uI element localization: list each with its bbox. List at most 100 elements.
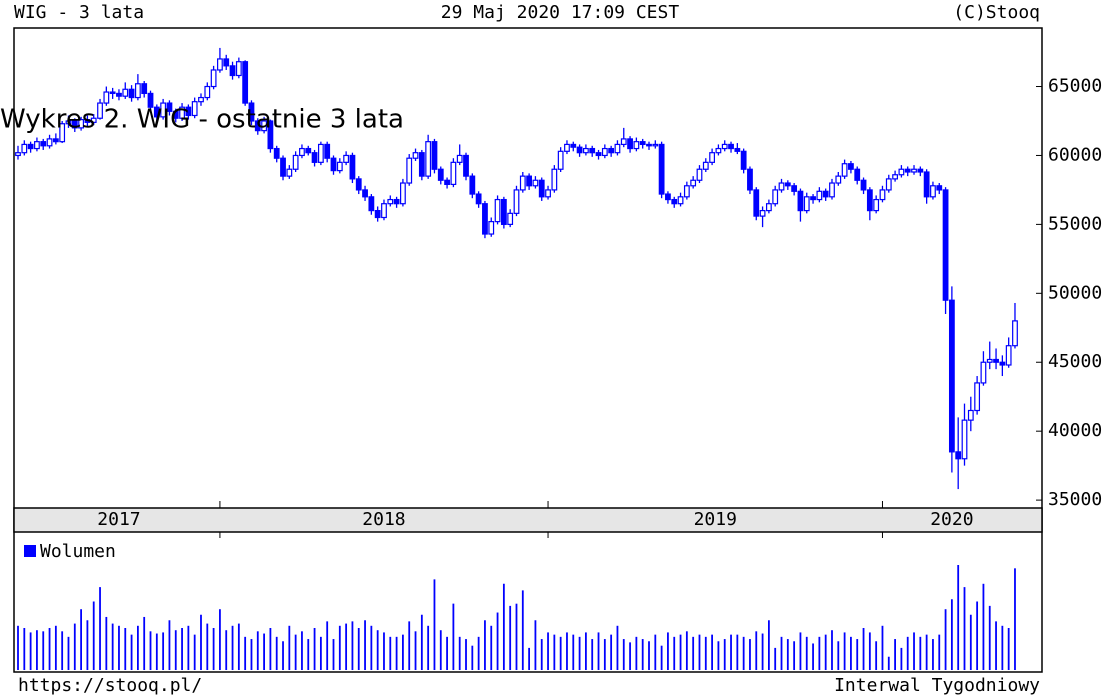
- candle-body: [223, 58, 230, 67]
- candle-body: [387, 198, 394, 205]
- candle-body: [381, 203, 387, 219]
- candle-body: [677, 196, 684, 205]
- chart-title: WIG - 3 lata: [14, 2, 144, 23]
- candle-body: [601, 147, 608, 157]
- candle-body: [513, 189, 520, 214]
- candle-body: [709, 152, 715, 163]
- candle-body: [254, 120, 261, 132]
- candle-body: [551, 168, 558, 191]
- candle-body: [179, 106, 185, 119]
- candle-body: [665, 193, 671, 201]
- candle-body: [564, 143, 570, 152]
- candle-body: [791, 185, 798, 192]
- candle-body: [412, 152, 419, 159]
- candle-body: [507, 212, 514, 225]
- candle-body: [538, 179, 545, 198]
- candle-body: [343, 154, 350, 163]
- candle-body: [141, 83, 148, 95]
- candle-body: [229, 65, 236, 77]
- candle-body: [217, 58, 223, 71]
- candle-body: [526, 175, 533, 187]
- candle-body: [765, 203, 772, 212]
- candle-body: [627, 138, 633, 150]
- candle-body: [936, 185, 943, 191]
- candle-body: [570, 143, 577, 148]
- candle-body: [374, 209, 381, 219]
- y-tick-label: 35000: [1048, 489, 1102, 510]
- candle-body: [242, 61, 249, 104]
- candle-body: [974, 382, 981, 412]
- candle-body: [185, 106, 192, 117]
- candle-body: [311, 152, 318, 163]
- candle-body: [267, 120, 274, 150]
- candle-body: [835, 175, 842, 184]
- candle-body: [917, 168, 924, 173]
- candle-body: [797, 190, 804, 212]
- candle-body: [589, 147, 596, 154]
- candle-body: [488, 221, 495, 235]
- candle-body: [639, 141, 646, 146]
- candle-body: [336, 161, 343, 172]
- candle-body: [532, 179, 539, 187]
- candle-body: [78, 119, 85, 129]
- candle-body: [545, 189, 551, 198]
- y-tick-label: 55000: [1048, 213, 1102, 234]
- candle-body: [299, 147, 305, 157]
- candle-body: [772, 189, 779, 205]
- y-tick-label: 45000: [1048, 351, 1102, 372]
- candle-body: [393, 198, 400, 205]
- url: https://stooq.pl/: [18, 675, 202, 696]
- candle-body: [362, 189, 368, 198]
- candle-body: [59, 123, 66, 143]
- candle-body: [46, 138, 53, 147]
- legend-label: Wolumen: [40, 541, 116, 562]
- candle-body: [986, 358, 993, 363]
- candle-body: [330, 157, 337, 172]
- candle-body: [90, 117, 97, 123]
- candle-body: [153, 106, 160, 118]
- candle-body: [103, 91, 110, 104]
- frame: [13, 27, 1043, 673]
- candle-body: [961, 419, 968, 460]
- x-tick-label: 2017: [97, 509, 140, 530]
- candle-body: [500, 198, 507, 225]
- x-tick-label: 2018: [362, 509, 405, 530]
- candle-body: [519, 175, 526, 191]
- candle-body: [261, 120, 267, 132]
- candle-body: [15, 152, 21, 157]
- candle-body: [803, 196, 810, 212]
- candle-body: [980, 361, 987, 384]
- y-tick-label: 50000: [1048, 282, 1102, 303]
- candle-body: [406, 157, 413, 184]
- x-tick-label: 2020: [930, 509, 973, 530]
- candle-body: [967, 409, 974, 421]
- candle-body: [683, 185, 690, 198]
- candle-body: [1005, 345, 1012, 366]
- candle-body: [204, 85, 211, 99]
- candle-body: [437, 168, 444, 181]
- candle-body: [993, 358, 999, 363]
- candle-body: [40, 141, 47, 147]
- candle-body: [463, 154, 469, 177]
- candle-body: [810, 196, 816, 201]
- candle-body: [27, 143, 34, 150]
- candle-body: [172, 110, 179, 119]
- candle-body: [614, 143, 621, 154]
- candle-body: [400, 182, 406, 205]
- candle-body: [71, 120, 78, 129]
- candle-body: [822, 190, 829, 198]
- candle-body: [444, 179, 450, 186]
- candle-body: [425, 141, 432, 177]
- candle-body: [280, 157, 286, 177]
- candle-body: [658, 143, 665, 195]
- candle-body: [355, 178, 362, 191]
- marks: 35000 40000 45000 50000 55000 60000 65000 2017 2…: [15, 47, 1102, 670]
- candle-body: [456, 154, 463, 163]
- candle-body: [860, 179, 867, 191]
- candle-body: [450, 161, 457, 186]
- candle-body: [134, 83, 141, 99]
- candle-body: [873, 198, 880, 212]
- candle-body: [740, 150, 747, 170]
- candle-body: [721, 143, 728, 150]
